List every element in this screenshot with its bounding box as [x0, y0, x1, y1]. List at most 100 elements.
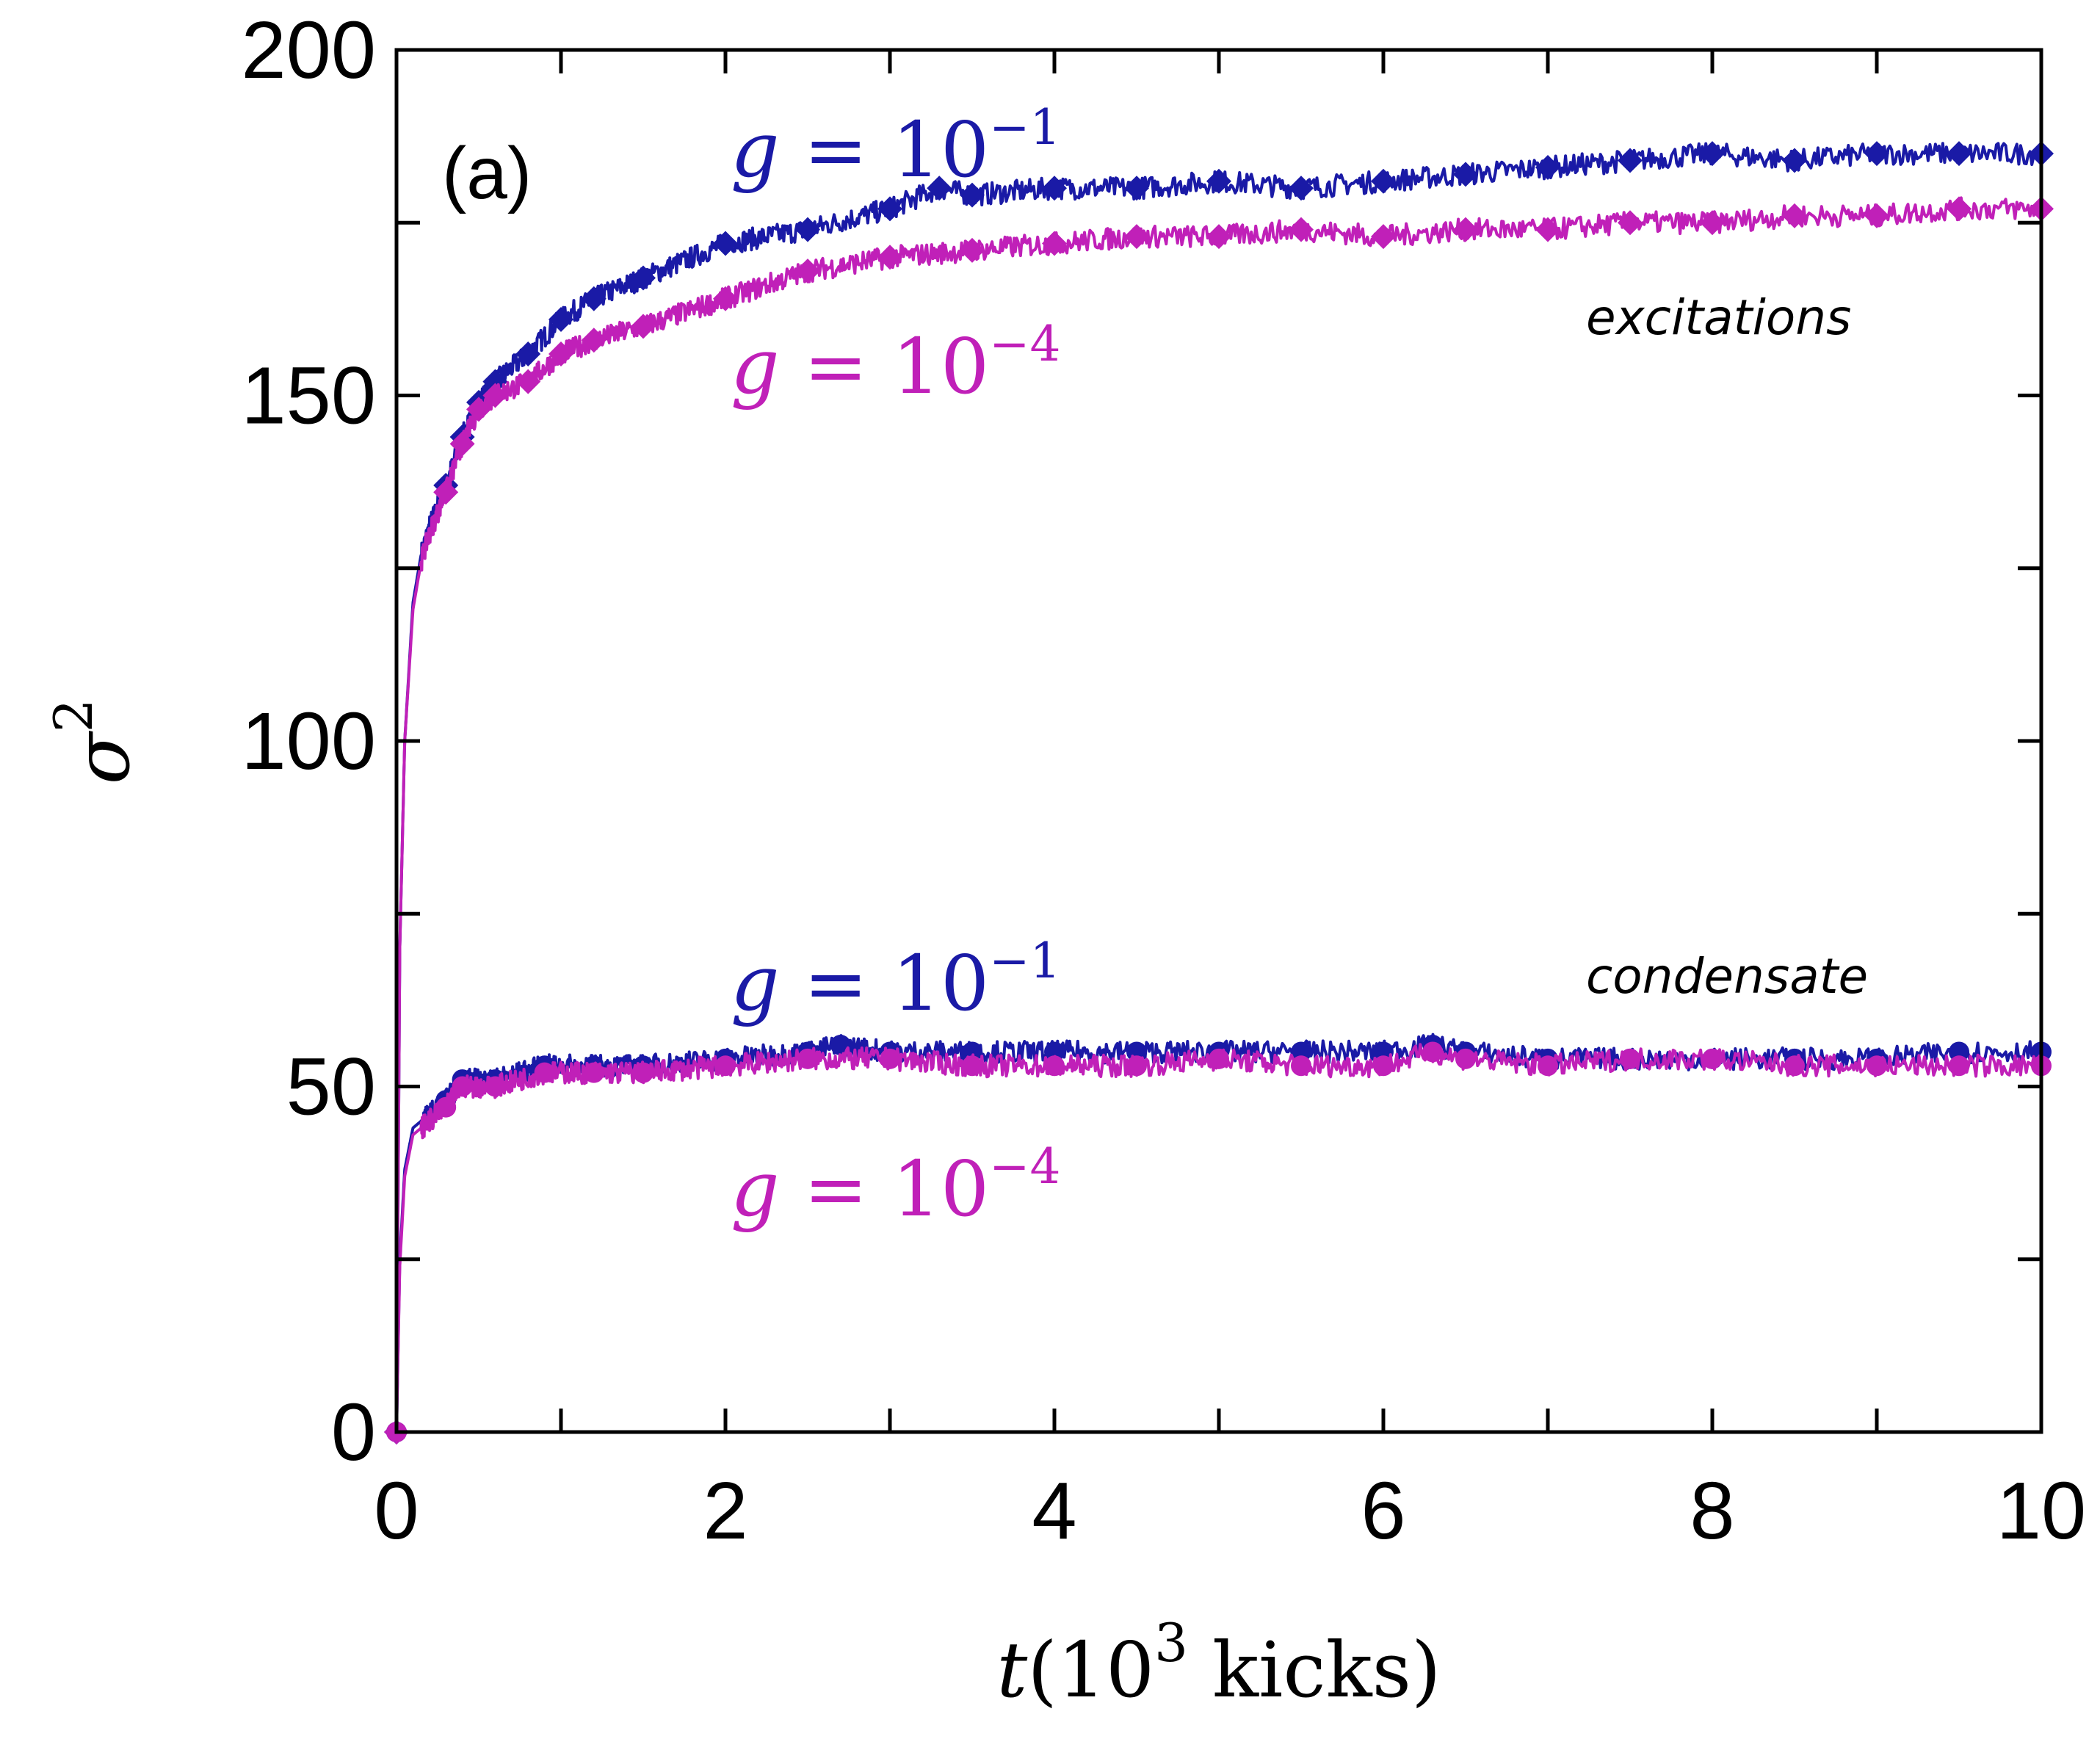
data-point	[1044, 1055, 1065, 1077]
data-point	[433, 480, 459, 505]
data-point	[515, 369, 541, 394]
data-point	[1453, 162, 1478, 187]
annotation-excitations: excitations	[1586, 289, 1851, 346]
data-point	[713, 286, 738, 311]
data-point	[713, 231, 738, 256]
data-point	[466, 397, 491, 422]
data-point	[1867, 1055, 1887, 1077]
data-point	[1455, 1048, 1476, 1069]
data-point	[795, 258, 820, 284]
data-point	[1289, 217, 1314, 242]
curve-label-eq: = 10	[780, 939, 990, 1028]
x-tick-label: 6	[1361, 1466, 1405, 1556]
y-axis-base: σ	[57, 730, 147, 784]
data-point	[435, 1096, 457, 1118]
data-point	[877, 245, 902, 270]
data-point	[877, 196, 902, 222]
data-point	[1700, 210, 1725, 236]
curve-label-var: g	[731, 322, 780, 411]
data-point	[515, 341, 541, 367]
data-point	[797, 1048, 818, 1069]
data-point	[1784, 1055, 1805, 1077]
data-point	[1042, 176, 1067, 201]
data-point	[583, 1062, 604, 1083]
data-point	[1947, 141, 1972, 167]
data-point	[1535, 154, 1560, 180]
x-tick-label: 10	[1996, 1466, 2086, 1556]
data-point	[1126, 1055, 1147, 1077]
x-axis-open: (10	[1027, 1625, 1154, 1715]
data-point	[1042, 231, 1067, 256]
data-point	[449, 431, 475, 457]
x-tick-label: 2	[703, 1466, 747, 1556]
data-point	[1422, 1041, 1444, 1063]
data-point	[548, 341, 573, 367]
data-point	[1947, 196, 1972, 222]
data-point	[1535, 217, 1560, 242]
data-point	[631, 265, 656, 291]
data-point	[960, 182, 985, 208]
data-point	[1206, 168, 1231, 194]
data-point	[795, 217, 820, 242]
x-tick-label: 8	[1690, 1466, 1734, 1556]
curve-label-exp: −1	[989, 933, 1060, 989]
curve-label-eq: = 10	[780, 105, 990, 195]
curve-label-excitations-g1: g = 10−1	[731, 99, 1060, 195]
curve-label-condensate-g4: g = 10−4	[731, 1138, 1060, 1234]
panel-label: (a)	[442, 132, 532, 214]
y-axis-exp: 2	[43, 699, 104, 733]
series-layer	[384, 141, 2054, 1445]
data-point	[581, 286, 607, 311]
y-tick-label: 50	[286, 1042, 376, 1132]
x-tick-label: 4	[1032, 1466, 1076, 1556]
x-axis-label: t(103 kicks)	[996, 1612, 1441, 1715]
x-axis-var: t	[996, 1625, 1027, 1715]
data-point	[960, 237, 985, 263]
data-point	[715, 1055, 736, 1077]
curve-label-exp: −4	[989, 316, 1060, 372]
curve-label-eq: = 10	[780, 322, 990, 411]
data-point	[1289, 176, 1314, 201]
y-tick-label: 100	[241, 696, 376, 787]
data-point	[880, 1048, 900, 1069]
y-tick-label: 200	[241, 5, 376, 95]
data-point	[1700, 141, 1725, 167]
data-point	[1864, 203, 1889, 228]
data-point	[631, 314, 656, 339]
curve-label-var: g	[731, 105, 780, 195]
curve-label-var: g	[731, 939, 780, 1028]
data-point	[548, 306, 573, 332]
data-point	[452, 1076, 473, 1097]
data-point	[1618, 148, 1643, 173]
y-tick-label: 150	[241, 351, 376, 441]
data-point	[1538, 1055, 1558, 1077]
data-point	[1373, 1055, 1394, 1077]
curve-label-condensate-g1: g = 10−1	[731, 933, 1060, 1028]
curve-label-eq: = 10	[780, 1144, 990, 1234]
data-point	[962, 1055, 982, 1077]
data-point	[1124, 224, 1149, 250]
x-axis-rest: kicks)	[1188, 1625, 1441, 1715]
data-point	[1371, 168, 1396, 194]
y-axis-label-text: σ2	[43, 699, 147, 785]
data-point	[534, 1062, 555, 1083]
data-point	[1124, 176, 1149, 201]
x-axis-exp: 3	[1154, 1612, 1188, 1674]
data-point	[927, 176, 952, 201]
curve-label-exp: −4	[989, 1138, 1060, 1195]
data-point	[1949, 1055, 1969, 1077]
data-point	[1782, 203, 1807, 228]
data-point	[633, 1062, 653, 1083]
data-point	[1782, 148, 1807, 173]
data-point	[1371, 224, 1396, 250]
data-point	[1291, 1055, 1311, 1077]
x-tick-label: 0	[374, 1466, 419, 1556]
data-point	[1453, 217, 1478, 242]
series-4	[386, 1041, 2052, 1442]
annotation-condensate: condensate	[1586, 948, 1868, 1005]
y-axis-label: σ2	[43, 699, 147, 785]
data-point	[1702, 1048, 1723, 1069]
